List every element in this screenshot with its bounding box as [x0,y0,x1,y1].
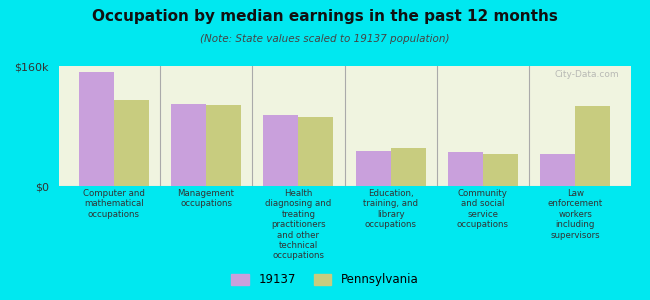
Bar [171,103,206,186]
Text: Occupation by median earnings in the past 12 months: Occupation by median earnings in the pas… [92,9,558,24]
Text: (Note: State values scaled to 19137 population): (Note: State values scaled to 19137 popu… [200,34,450,44]
Bar [79,72,114,186]
Bar [356,151,391,186]
Bar [114,100,149,186]
Bar [448,152,483,186]
Text: Computer and
mathematical
occupations: Computer and mathematical occupations [83,189,145,219]
Bar [540,154,575,186]
Text: Management
occupations: Management occupations [177,189,235,208]
Text: Education,
training, and
library
occupations: Education, training, and library occupat… [363,189,418,229]
Text: Health
diagnosing and
treating
practitioners
and other
technical
occupations: Health diagnosing and treating practitio… [265,189,332,260]
Bar [483,154,518,186]
Legend: 19137, Pennsylvania: 19137, Pennsylvania [227,269,423,291]
Bar [391,148,426,186]
Text: City-Data.com: City-Data.com [554,70,619,79]
Text: Community
and social
service
occupations: Community and social service occupations [457,189,509,229]
Bar [263,115,298,186]
Bar [298,117,333,186]
Bar [206,105,241,186]
Bar [575,106,610,186]
Text: Law
enforcement
workers
including
supervisors: Law enforcement workers including superv… [547,189,603,240]
